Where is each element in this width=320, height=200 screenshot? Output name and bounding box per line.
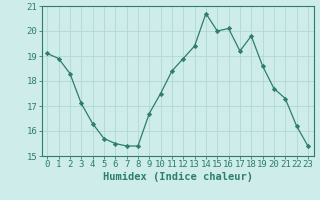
X-axis label: Humidex (Indice chaleur): Humidex (Indice chaleur) xyxy=(103,172,252,182)
